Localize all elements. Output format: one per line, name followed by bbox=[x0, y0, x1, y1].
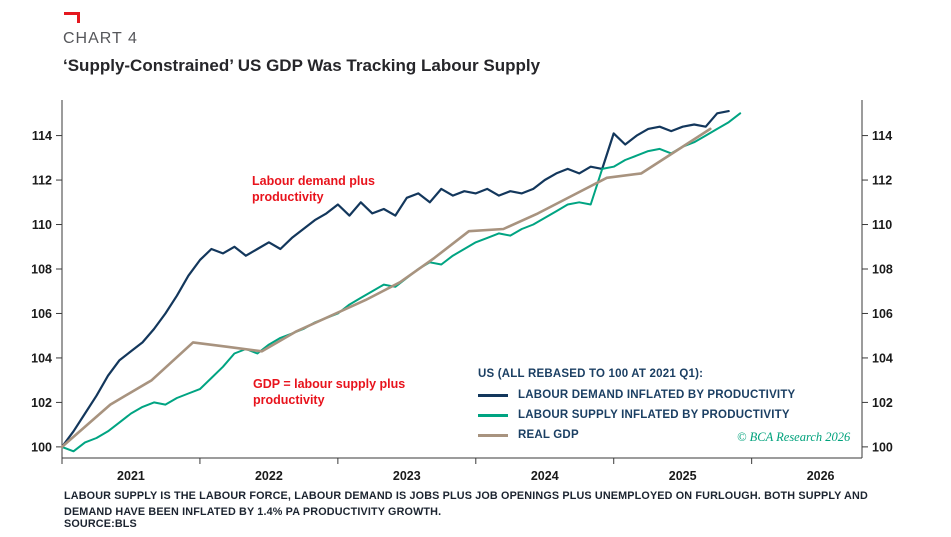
svg-text:108: 108 bbox=[872, 262, 893, 276]
svg-text:104: 104 bbox=[872, 351, 893, 365]
svg-text:2025: 2025 bbox=[669, 469, 697, 483]
svg-text:2024: 2024 bbox=[531, 469, 559, 483]
legend-item-labour-demand: LABOUR DEMAND INFLATED BY PRODUCTIVITY bbox=[478, 385, 878, 405]
annotation-labour-demand: Labour demand plus productivity bbox=[252, 174, 375, 204]
legend-item-labour-supply: LABOUR SUPPLY INFLATED BY PRODUCTIVITY bbox=[478, 405, 878, 425]
svg-text:110: 110 bbox=[32, 218, 52, 232]
chart-legend: US (ALL REBASED TO 100 AT 2021 Q1): LABO… bbox=[478, 368, 878, 445]
svg-text:112: 112 bbox=[872, 174, 892, 188]
labour-supply-line-swatch bbox=[478, 413, 508, 417]
svg-text:106: 106 bbox=[872, 307, 893, 321]
annotation-gdp-supply: GDP = labour supply plus productivity bbox=[253, 377, 406, 407]
svg-text:2021: 2021 bbox=[117, 469, 145, 483]
svg-text:100: 100 bbox=[31, 440, 52, 454]
source-line: SOURCE:BLS bbox=[64, 518, 137, 530]
svg-text:102: 102 bbox=[872, 396, 893, 410]
chart-title: ‘Supply-Constrained’ US GDP Was Tracking… bbox=[63, 56, 541, 75]
footnote: LABOUR SUPPLY IS THE LABOUR FORCE, LABOU… bbox=[64, 490, 868, 518]
labour-demand-line-swatch bbox=[478, 393, 508, 397]
svg-text:104: 104 bbox=[31, 351, 52, 365]
svg-text:102: 102 bbox=[31, 396, 52, 410]
real-gdp-line-swatch bbox=[478, 433, 508, 437]
legend-label: LABOUR DEMAND INFLATED BY PRODUCTIVITY bbox=[518, 389, 796, 401]
legend-title: US (ALL REBASED TO 100 AT 2021 Q1): bbox=[478, 368, 704, 380]
chart-number: CHART 4 bbox=[63, 30, 138, 47]
legend-label: REAL GDP bbox=[518, 429, 579, 441]
chart-plot-area: 100 100 102 102 104 104 106 106 108 108 110 110 112 1… bbox=[10, 92, 940, 484]
copyright-notice: © BCA Research 2026 bbox=[737, 430, 851, 444]
svg-text:114: 114 bbox=[32, 129, 52, 143]
chart-svg: 100 100 102 102 104 104 106 106 108 108 110 110 112 1… bbox=[31, 100, 893, 483]
legend-item-real-gdp: REAL GDP bbox=[478, 425, 878, 445]
svg-text:114: 114 bbox=[872, 129, 892, 143]
svg-text:2023: 2023 bbox=[393, 469, 421, 483]
legend-label: LABOUR SUPPLY INFLATED BY PRODUCTIVITY bbox=[518, 409, 790, 421]
bca-red-corner-mark bbox=[64, 12, 80, 23]
svg-text:2022: 2022 bbox=[255, 469, 283, 483]
svg-text:110: 110 bbox=[872, 218, 892, 232]
svg-text:108: 108 bbox=[31, 262, 52, 276]
svg-text:106: 106 bbox=[31, 307, 52, 321]
svg-text:112: 112 bbox=[32, 174, 52, 188]
svg-text:100: 100 bbox=[872, 440, 893, 454]
svg-text:2026: 2026 bbox=[807, 469, 835, 483]
